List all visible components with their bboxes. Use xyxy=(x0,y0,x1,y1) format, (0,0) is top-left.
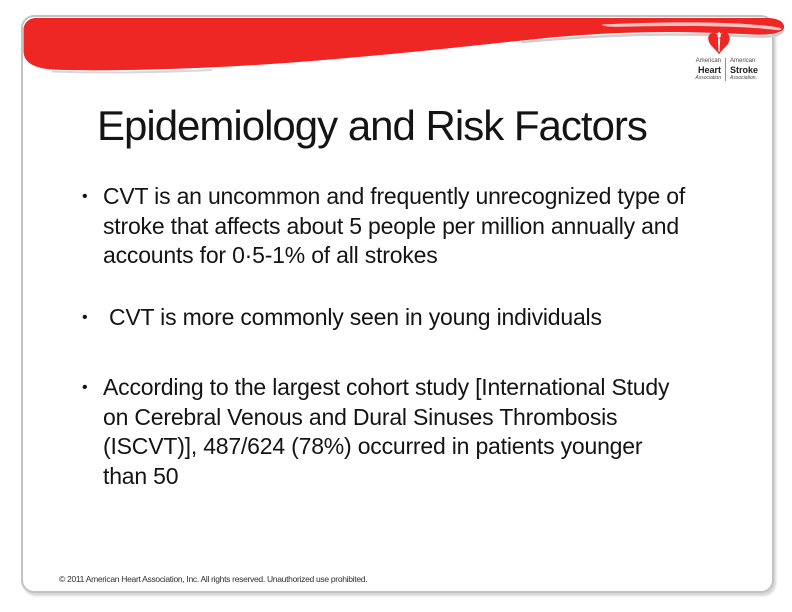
swoosh-highlight xyxy=(602,22,782,31)
footer-copyright: © 2011 American Heart Association, Inc. … xyxy=(59,574,368,584)
logo-left-line2: Heart xyxy=(697,65,721,75)
aha-asa-logo: American Heart Association American Stro… xyxy=(680,27,786,81)
logo-left-column: American Heart Association xyxy=(680,58,726,81)
heart-torch-icon xyxy=(708,27,730,55)
bullet-text: CVT is more commonly seen in young indiv… xyxy=(109,304,602,330)
content-panel xyxy=(21,15,774,593)
logo-left-line3: Association xyxy=(695,75,721,81)
logo-right-line1: American xyxy=(730,58,756,64)
bullet-item: • CVT is more commonly seen in young ind… xyxy=(82,303,772,333)
logo-right-line3: Association. xyxy=(730,75,757,81)
bullet-marker: • xyxy=(82,309,88,326)
logo-left-line1: American xyxy=(695,58,721,64)
red-swoosh-banner xyxy=(23,18,785,74)
bullet-item: • According to the largest cohort study … xyxy=(82,373,772,491)
bullet-marker: • xyxy=(82,188,88,205)
bullet-text: According to the largest cohort study [I… xyxy=(103,374,670,489)
swoosh-shadow-left xyxy=(51,69,213,74)
page-title: Epidemiology and Risk Factors xyxy=(97,102,648,149)
bullet-text: CVT is an uncommon and frequently unreco… xyxy=(103,183,686,268)
bullet-item: • CVT is an uncommon and frequently unre… xyxy=(82,182,772,271)
logo-right-line2: Stroke xyxy=(730,65,759,75)
logo-text: American Heart Association American Stro… xyxy=(680,58,786,81)
logo-right-column: American Stroke Association. xyxy=(726,58,778,81)
swoosh-red-shape xyxy=(23,18,785,71)
bullet-marker: • xyxy=(82,379,88,396)
